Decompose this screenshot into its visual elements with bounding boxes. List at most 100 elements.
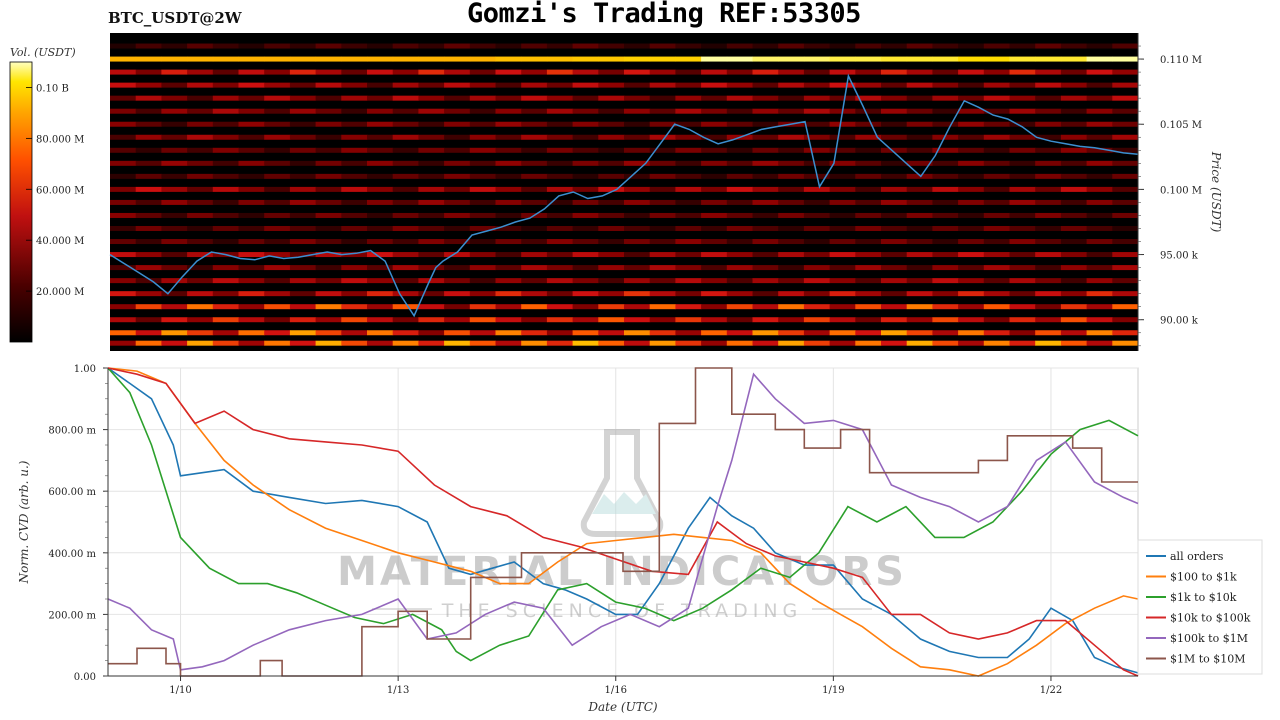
heatmap-cell	[675, 56, 702, 62]
heatmap-cell	[881, 212, 908, 218]
heatmap-cell	[367, 225, 394, 231]
heatmap-cell	[264, 225, 291, 231]
heatmap-cell	[264, 212, 291, 218]
heatmap-cell	[135, 304, 162, 310]
heatmap-cell	[341, 304, 368, 310]
heatmap-cell	[341, 317, 368, 323]
heatmap-cell	[469, 278, 496, 284]
heatmap-cell	[521, 69, 548, 75]
heatmap-cell	[546, 147, 574, 153]
cvd-x-tick-label: 1/16	[605, 685, 627, 696]
heatmap-cell	[187, 225, 214, 231]
heatmap-cell	[495, 82, 522, 88]
heatmap-cell	[855, 121, 882, 127]
heatmap-cell	[161, 160, 188, 166]
heatmap-cell	[392, 69, 419, 75]
heatmap-cell	[881, 95, 908, 101]
heatmap-cell	[392, 134, 419, 140]
heatmap-cell	[1112, 147, 1139, 153]
heatmap-cell	[932, 160, 959, 166]
heatmap-cell	[187, 291, 214, 297]
heatmap-cell	[187, 95, 214, 101]
heatmap-cell	[752, 160, 779, 166]
heatmap-cell	[367, 108, 394, 114]
heatmap-cell	[469, 147, 496, 153]
heatmap-cell	[572, 82, 599, 88]
heatmap-cell	[1112, 186, 1139, 192]
heatmap-cell	[778, 225, 805, 231]
heatmap-cell	[803, 199, 831, 205]
heatmap-cell	[418, 252, 445, 258]
heatmap-cell	[546, 291, 574, 297]
heatmap-cell	[1009, 108, 1036, 114]
heatmap-cell	[341, 330, 368, 336]
cvd-line-s10k_100k	[107, 367, 1139, 677]
heatmap-cell	[855, 317, 882, 323]
heatmap-cell	[392, 330, 419, 336]
heatmap-cell	[598, 317, 625, 323]
heatmap-cell	[752, 121, 779, 127]
heatmap-cell	[289, 291, 317, 297]
heatmap-cell	[932, 121, 959, 127]
heatmap-cell	[932, 265, 959, 271]
heatmap-cell	[418, 69, 445, 75]
heatmap-cell	[110, 95, 137, 101]
heatmap-cell	[187, 121, 214, 127]
heatmap-cell	[212, 212, 239, 218]
heatmap-cell	[238, 317, 265, 323]
heatmap-cell	[726, 212, 753, 218]
heatmap-cell	[495, 173, 522, 179]
heatmap-cell	[855, 304, 882, 310]
heatmap-cell	[1060, 278, 1088, 284]
heatmap-cell	[495, 186, 522, 192]
heatmap-cell	[906, 134, 933, 140]
heatmap-background	[110, 33, 1138, 351]
heatmap-cell	[341, 147, 368, 153]
heatmap-cell	[444, 199, 471, 205]
heatmap-cell	[1060, 304, 1088, 310]
heatmap-cell	[238, 160, 265, 166]
heatmap-cell	[1112, 291, 1139, 297]
heatmap-cell	[778, 199, 805, 205]
heatmap-cell	[675, 265, 702, 271]
heatmap-cell	[521, 147, 548, 153]
heatmap-cell	[572, 225, 599, 231]
heatmap-cell	[778, 291, 805, 297]
heatmap-cell	[726, 330, 753, 336]
heatmap-cell	[1060, 212, 1088, 218]
heatmap-cell	[829, 147, 856, 153]
heatmap-cell	[264, 278, 291, 284]
heatmap-cell	[367, 69, 394, 75]
heatmap-cell	[212, 186, 239, 192]
heatmap-cell	[212, 291, 239, 297]
heatmap-cell	[752, 186, 779, 192]
heatmap-cell	[855, 82, 882, 88]
heatmap-cell	[598, 134, 625, 140]
heatmap-cell	[572, 121, 599, 127]
heatmap-cell	[187, 330, 214, 336]
heatmap-cell	[701, 304, 728, 310]
heatmap-cell	[855, 160, 882, 166]
heatmap-cell	[495, 225, 522, 231]
heatmap-cell	[983, 147, 1010, 153]
heatmap-cell	[110, 304, 137, 310]
heatmap-cell	[752, 212, 779, 218]
heatmap-cell	[315, 69, 342, 75]
heatmap-cell	[546, 82, 574, 88]
heatmap-cell	[110, 160, 137, 166]
heatmap-cell	[418, 199, 445, 205]
heatmap-cell	[778, 304, 805, 310]
heatmap-cell	[829, 265, 856, 271]
heatmap-cell	[803, 56, 831, 62]
heatmap-cell	[1009, 225, 1036, 231]
heatmap-cell	[624, 212, 651, 218]
legend-label: $100 to $1k	[1170, 571, 1237, 584]
heatmap-cell	[418, 108, 445, 114]
heatmap-cell	[341, 265, 368, 271]
cvd-line-s1m_10m	[108, 367, 1138, 677]
heatmap-cell	[289, 265, 317, 271]
heatmap-cell	[315, 265, 342, 271]
heatmap-cell	[444, 265, 471, 271]
heatmap-cell	[161, 304, 188, 310]
heatmap-cell	[469, 160, 496, 166]
